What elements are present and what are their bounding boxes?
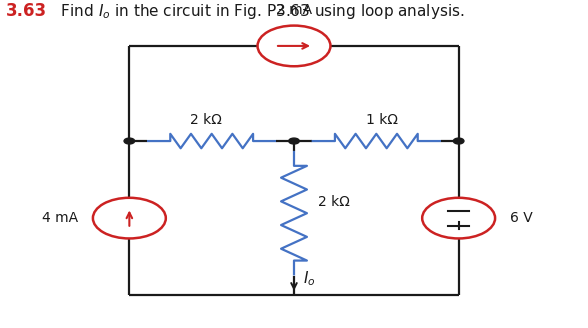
Text: 4 mA: 4 mA xyxy=(42,211,78,225)
Circle shape xyxy=(289,138,299,144)
Text: Find $I_o$ in the circuit in Fig. P3.63 using loop analysis.: Find $I_o$ in the circuit in Fig. P3.63 … xyxy=(56,2,465,21)
Circle shape xyxy=(453,138,464,144)
Text: 2 kΩ: 2 kΩ xyxy=(190,113,222,127)
Circle shape xyxy=(124,138,135,144)
Text: $I_o$: $I_o$ xyxy=(303,269,315,288)
Text: 3.63: 3.63 xyxy=(6,2,47,20)
Text: 6 V: 6 V xyxy=(510,211,533,225)
Text: 2 kΩ: 2 kΩ xyxy=(318,195,349,209)
Text: 2 mA: 2 mA xyxy=(276,3,312,17)
Text: 1 kΩ: 1 kΩ xyxy=(366,113,398,127)
